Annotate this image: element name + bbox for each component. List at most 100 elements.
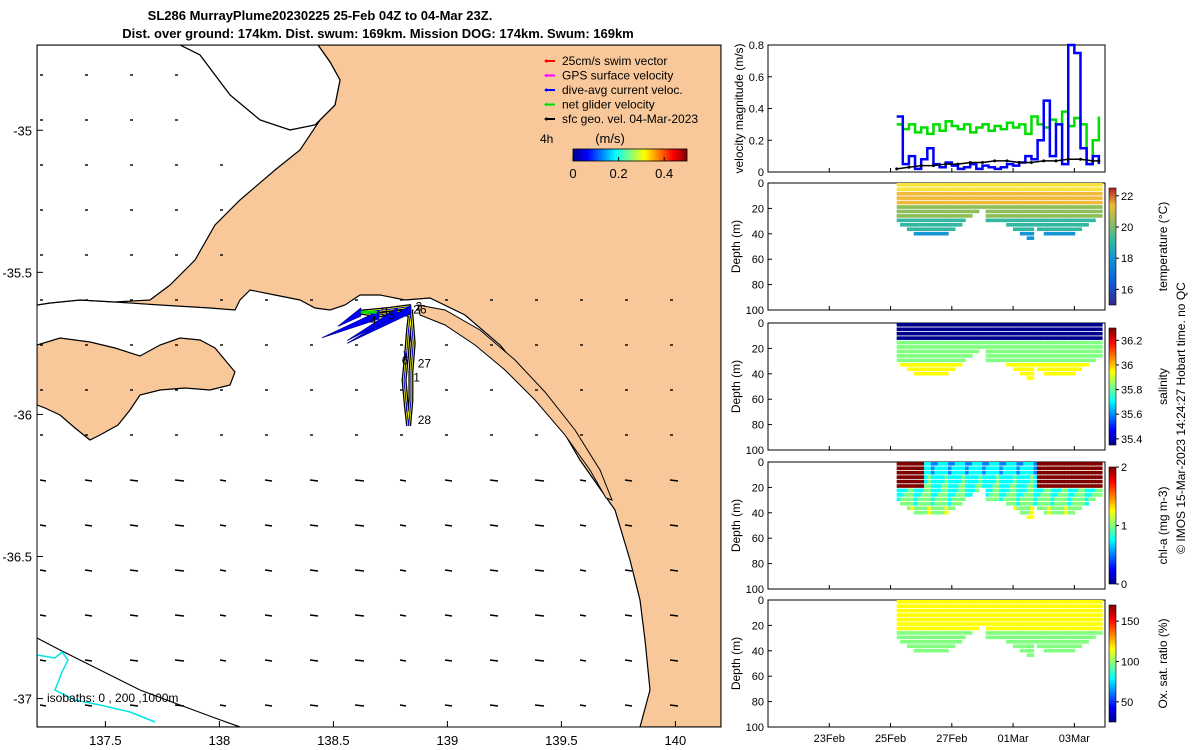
section-cell [1067,462,1072,466]
section-cell [920,470,925,475]
section-cell [1050,506,1055,511]
section-cell [944,475,949,479]
section-cell [951,218,956,223]
section-cb-tick-label: 35.8 [1121,385,1142,397]
section-cell [1023,340,1028,345]
section-cell [1091,331,1096,336]
section-cell [1098,613,1103,617]
section-cell [1054,488,1059,493]
section-cell [1071,345,1076,349]
section-cell [934,484,939,488]
section-cell [1084,626,1089,631]
section-cell [1047,479,1052,484]
section-cell [989,631,994,635]
section-cell [1043,626,1048,631]
section-cell [1033,640,1038,644]
section-cell [1050,354,1055,358]
section-cell [982,622,987,626]
section-cell [947,506,953,511]
section-cell [1088,484,1093,488]
section-cell [1036,205,1042,209]
section-cell [1012,484,1018,488]
section-cell [1009,205,1014,209]
section-cell [1009,218,1014,223]
section-cell [930,466,935,471]
section-cell [1074,475,1079,479]
section-cell [1019,323,1024,327]
section-cell [1040,227,1045,232]
section-cell [1054,462,1059,466]
section-cell [1026,363,1031,367]
section-colorbar [1108,466,1117,585]
section-cell [951,183,956,187]
section-cell [934,493,939,497]
section-cell [906,604,912,609]
section-cell [982,617,987,622]
section-cell [1084,502,1089,506]
section-cell [1064,327,1069,332]
section-cell [944,367,949,372]
section-cell [903,635,908,640]
section-cell [1091,462,1096,466]
section-cell [951,214,956,218]
section-cell [1030,617,1035,622]
section-cell [1067,622,1072,626]
section-cell [1064,617,1069,622]
section-cell [1064,497,1069,502]
section-cell [910,340,915,345]
section-cell [1009,617,1014,622]
section-cell [934,191,939,196]
sfc-velocity-arrow [354,569,365,572]
section-cell [1036,349,1042,354]
section-cell [1026,223,1031,227]
section-cell [1023,187,1028,192]
section-cell [1081,622,1086,626]
colorbar-tick-label: 0.4 [655,166,673,181]
section-cell [1026,613,1031,617]
section-cell [1030,475,1035,479]
sfc-velocity-arrow [534,659,545,662]
section-cell [1091,336,1096,340]
section-cell [930,223,935,227]
section-cell [1095,462,1100,466]
section-cell [1074,349,1079,354]
section-cell [917,358,922,363]
section-cell [1002,345,1007,349]
section-cell [1057,484,1062,488]
section-cell [1091,635,1096,640]
section-cell [903,354,908,358]
section-cell [900,223,905,227]
sfc-velocity-arrow [174,569,185,572]
section-cell [1016,200,1021,205]
section-cell [947,323,953,327]
velocity-point [931,164,935,168]
section-cell [927,227,932,232]
section-cell [1016,475,1021,479]
section-cell [1040,187,1045,192]
section-cell [1030,510,1035,515]
section-cell [999,358,1004,363]
section-cell [1019,502,1024,506]
section-cell [1095,336,1100,340]
section-cell [992,200,997,205]
section-cell [1081,497,1086,502]
section-cell [1043,608,1048,613]
section-cell [906,214,912,218]
section-cell [1019,626,1024,631]
section-cell [937,608,942,613]
section-cell [927,363,932,367]
section-cell [1012,502,1018,506]
section-cell [961,631,966,635]
section-cell [1064,475,1069,479]
section-cell [1043,367,1048,372]
section-cell [1088,205,1093,209]
section-cell [1009,613,1014,617]
section-cell [985,470,990,475]
section-cell [961,475,966,479]
section-cell [947,635,953,640]
section-cell [965,626,970,631]
section-cell [975,340,980,345]
section-cell [944,600,949,604]
section-cell [1043,635,1048,640]
section-cell [1054,200,1059,205]
